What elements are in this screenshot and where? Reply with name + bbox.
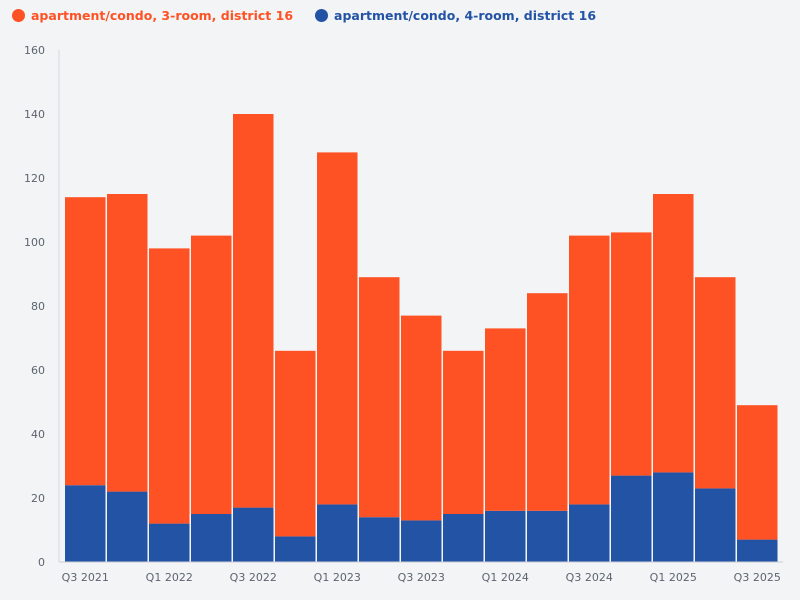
y-tick-label: 100 [24,236,45,249]
bar-segment-3-room [611,232,652,476]
bar-segment-3-room [275,350,316,537]
bar-segment-3-room [695,277,736,489]
bar-segment-4-room [359,517,400,562]
bar-segment-4-room [653,472,694,562]
x-tick-label: Q3 2021 [62,571,109,584]
bar-segment-3-room [653,194,694,473]
bar-segment-4-room [527,510,568,562]
legend-label-3-room: apartment/condo, 3-room, district 16 [31,8,294,23]
bar-segment-3-room [107,194,148,492]
bar-segment-3-room [317,152,358,505]
bar-segment-4-room [401,520,442,562]
bar-segment-3-room [569,235,610,505]
bar-segment-4-room [695,488,736,562]
legend-dot-3-room-icon [12,9,25,22]
y-tick-label: 60 [31,364,45,377]
legend-label-4-room: apartment/condo, 4-room, district 16 [334,8,597,23]
bar-segment-4-room [107,491,148,562]
bar-segment-3-room [65,197,106,486]
legend-dot-4-room-icon [315,9,329,22]
x-tick-label: Q1 2025 [650,571,697,584]
bar-segment-4-room [191,514,232,562]
bar-segment-4-room [275,536,316,562]
y-tick-label: 140 [24,108,45,121]
bar-segment-4-room [611,475,652,562]
y-tick-label: 160 [24,44,45,57]
x-tick-label: Q3 2023 [398,571,445,584]
x-tick-label: Q3 2024 [566,571,613,584]
bar-segment-3-room [401,315,442,521]
bar-segment-4-room [233,507,274,562]
legend-item-4-room[interactable]: apartment/condo, 4-room, district 16 [315,8,596,23]
bar-segment-3-room [737,405,778,540]
x-tick-label: Q1 2022 [146,571,193,584]
bar-segment-4-room [485,510,526,562]
bar-segment-3-room [527,293,568,511]
bar-segment-3-room [233,114,274,508]
x-tick-label: Q1 2023 [314,571,361,584]
bar-segment-3-room [485,328,526,511]
bar-segment-3-room [149,248,190,524]
x-tick-label: Q3 2025 [734,571,781,584]
y-tick-label: 0 [38,556,45,569]
x-tick-label: Q1 2024 [482,571,529,584]
bar-segment-4-room [443,514,484,562]
y-tick-label: 40 [31,428,45,441]
bar-segment-4-room [569,504,610,562]
bar-segment-3-room [191,235,232,514]
x-tick-label: Q3 2022 [230,571,277,584]
bar-segment-3-room [359,277,400,518]
chart-legend: apartment/condo, 3-room, district 16 apa… [12,8,596,23]
bar-segment-4-room [149,523,190,562]
bar-segment-4-room [317,504,358,562]
y-tick-label: 20 [31,492,45,505]
legend-item-3-room[interactable]: apartment/condo, 3-room, district 16 [12,8,293,23]
bar-segment-3-room [443,350,484,514]
y-tick-label: 80 [31,300,45,313]
bar-segment-4-room [737,539,778,562]
bar-segment-4-room [65,485,106,562]
y-tick-label: 120 [24,172,45,185]
